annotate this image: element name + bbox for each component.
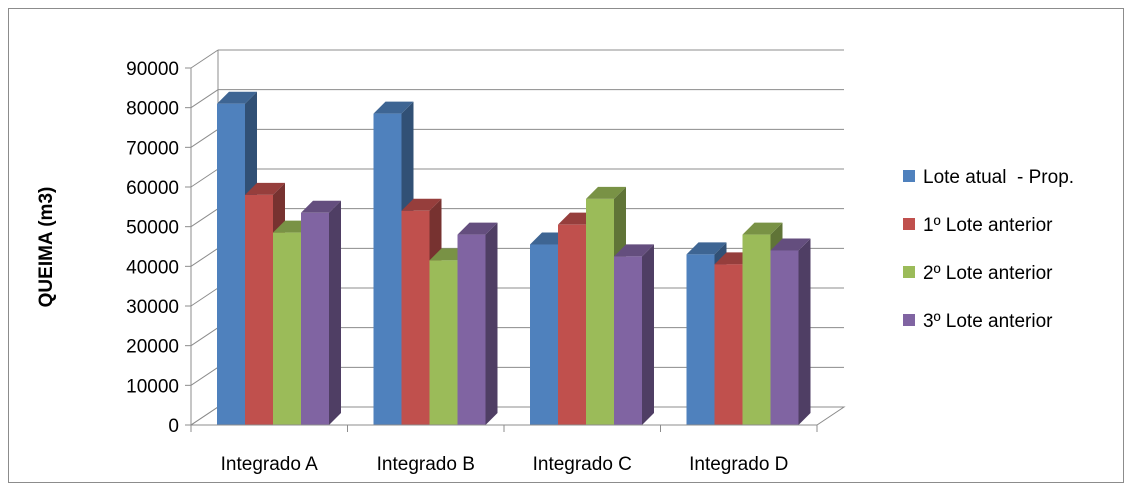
x-tick-label: Integrado D <box>689 454 788 475</box>
gridline-side <box>190 89 219 109</box>
legend-label: Lote atual - Prop. <box>923 167 1074 188</box>
gridline-side <box>190 49 219 69</box>
gridline-side <box>190 208 219 228</box>
bar-front <box>401 210 430 425</box>
bar <box>457 222 498 425</box>
bar-front <box>686 254 715 425</box>
y-tick-label: 60000 <box>126 178 179 199</box>
x-tick-label: Integrado C <box>533 454 632 475</box>
gridline-side <box>190 366 219 386</box>
bar-front <box>530 244 558 425</box>
bar <box>301 200 341 425</box>
bar-front <box>558 224 586 425</box>
y-tick-label: 20000 <box>126 337 179 358</box>
legend-label: 2º Lote anterior <box>923 263 1053 284</box>
y-tick-label: 70000 <box>126 138 179 159</box>
legend-swatch <box>903 266 915 278</box>
bar-front <box>714 264 743 425</box>
y-tick-label: 50000 <box>126 218 179 239</box>
legend-label: 1º Lote anterior <box>923 215 1053 236</box>
bar-top <box>586 186 626 199</box>
bar <box>614 244 654 425</box>
bar-front <box>586 198 614 425</box>
bar-front <box>770 250 799 425</box>
bar-top <box>770 238 811 251</box>
y-tick-label: 30000 <box>126 297 179 318</box>
gridline-side <box>190 168 219 188</box>
gridline-side <box>190 247 219 267</box>
bar-front <box>742 234 771 425</box>
bar-top <box>401 198 442 211</box>
bar-top <box>217 91 257 104</box>
bar-front <box>217 103 245 425</box>
legend-swatch <box>903 218 915 230</box>
bar-side <box>485 222 498 425</box>
y-tick-label: 10000 <box>126 376 179 397</box>
legend-swatch <box>903 314 915 326</box>
bar-top <box>742 222 783 235</box>
y-axis-title: QUEIMA (m3) <box>36 187 57 308</box>
bar-front <box>457 234 486 425</box>
bars <box>217 91 811 425</box>
bar-top <box>614 244 654 257</box>
bar-side <box>798 238 811 425</box>
bar-front <box>301 212 329 425</box>
bar-top <box>301 200 341 213</box>
legend-label: 3º Lote anterior <box>923 311 1053 332</box>
bar-front <box>614 256 642 425</box>
bar-front <box>245 194 273 425</box>
x-tick-label: Integrado A <box>221 454 319 475</box>
y-tick-label: 90000 <box>126 59 179 80</box>
bar-front <box>429 260 458 425</box>
axes: 0 10000 20000 30000 40000 50000 60000 70000 8000… <box>126 59 818 475</box>
bar-side <box>329 200 341 425</box>
bar-top <box>373 101 414 114</box>
y-tick-label: 80000 <box>126 99 179 120</box>
bar-front <box>373 113 402 425</box>
gridline-side <box>190 287 219 307</box>
bar-top <box>457 222 498 235</box>
legend-swatch <box>903 170 915 182</box>
bar-front <box>273 232 301 425</box>
bar <box>770 238 811 425</box>
y-tick-label: 40000 <box>126 257 179 278</box>
y-tick-label: 0 <box>168 416 179 437</box>
x-tick-label: Integrado B <box>377 454 475 475</box>
legend: Lote atual - Prop. 1º Lote anterior 2º Lot… <box>903 167 1074 332</box>
bar-top <box>245 182 285 195</box>
bar-top <box>686 242 727 255</box>
gridline-side <box>190 327 219 347</box>
bar-side <box>642 244 654 425</box>
gridline-side <box>190 128 219 148</box>
